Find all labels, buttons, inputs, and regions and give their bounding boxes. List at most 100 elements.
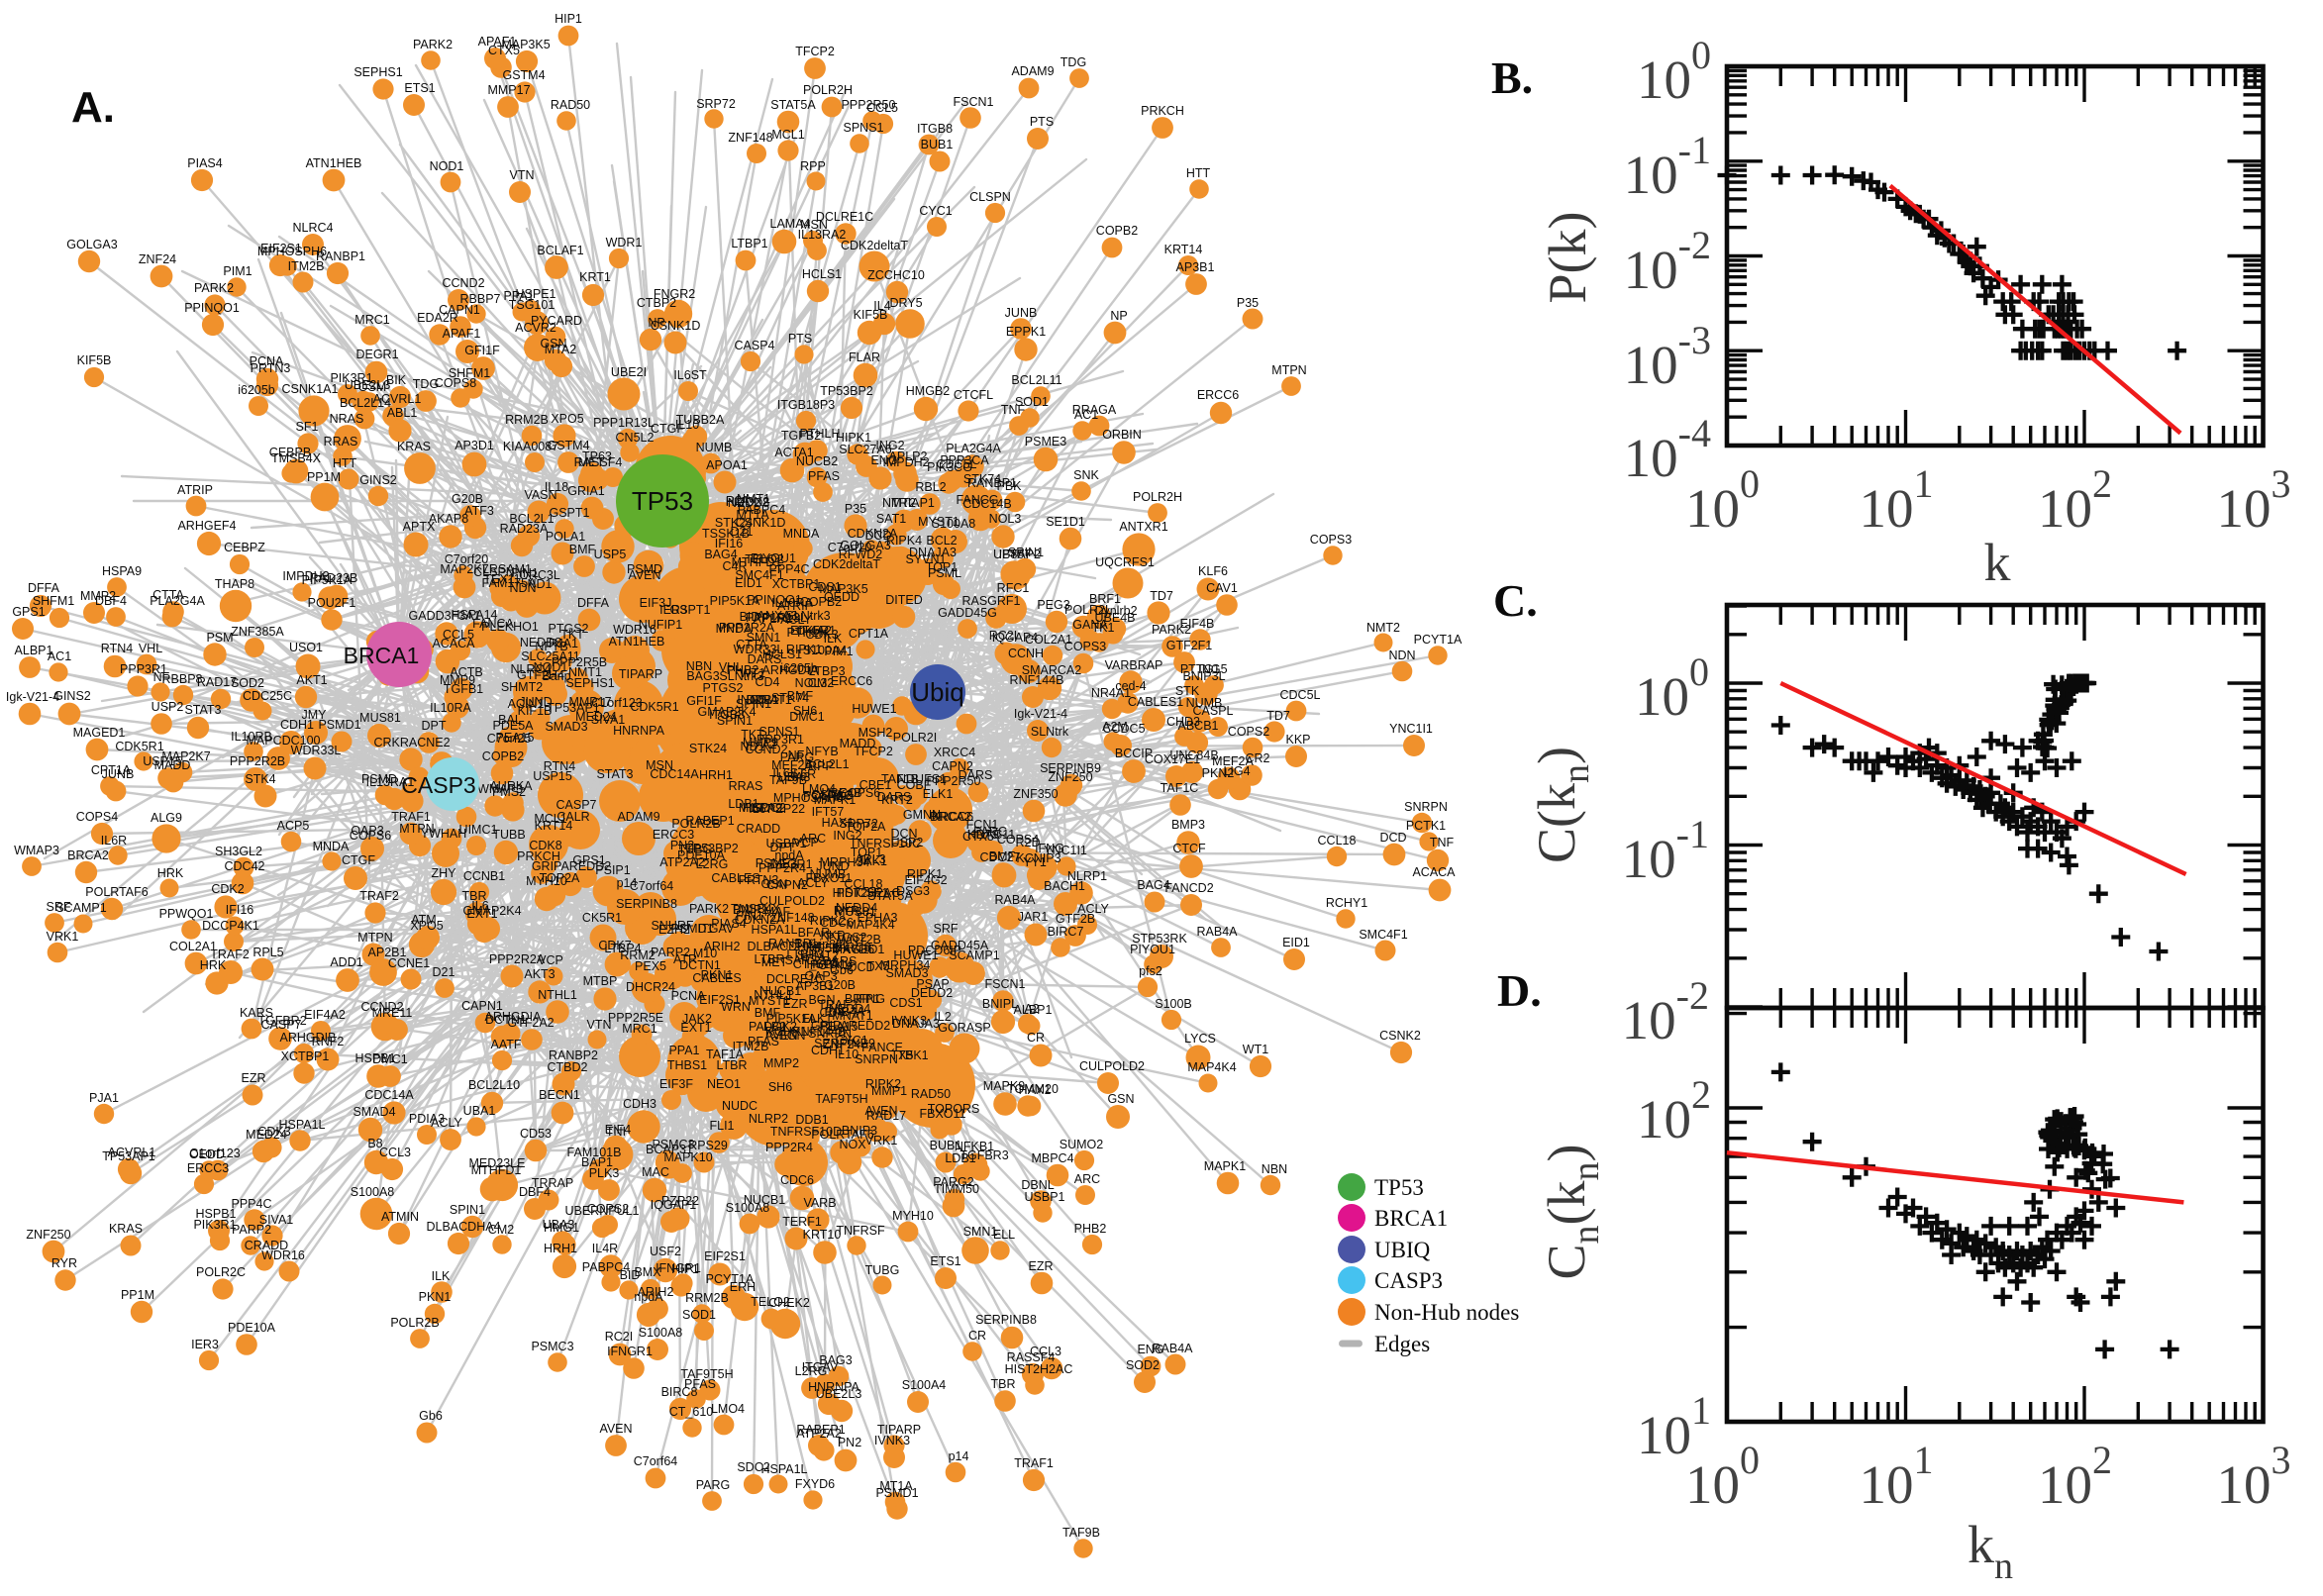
svg-text:PEA15: PEA15 — [496, 731, 535, 745]
svg-text:BUB1: BUB1 — [921, 138, 954, 151]
svg-text:ARIH2: ARIH2 — [638, 1285, 674, 1299]
svg-text:PARK2: PARK2 — [194, 281, 234, 295]
svg-text:USF2: USF2 — [650, 1245, 681, 1258]
svg-text:SOD1: SOD1 — [682, 1308, 716, 1322]
svg-text:PCNA: PCNA — [671, 989, 706, 1003]
svg-text:YNC1I1: YNC1I1 — [1389, 722, 1433, 736]
svg-text:IFI16: IFI16 — [226, 903, 254, 917]
svg-text:PLA2G4A: PLA2G4A — [150, 594, 205, 608]
svg-text:PRTN3: PRTN3 — [739, 873, 779, 887]
svg-text:ZNF148: ZNF148 — [728, 131, 772, 145]
svg-text:NUMB: NUMB — [696, 441, 733, 454]
svg-text:PPP2R2B: PPP2R2B — [230, 754, 285, 768]
svg-text:ARC: ARC — [1074, 1172, 1100, 1186]
svg-text:TELO2: TELO2 — [745, 552, 784, 566]
svg-text:TNF: TNF — [1430, 836, 1455, 849]
svg-text:EID1: EID1 — [735, 576, 762, 590]
svg-text:RAB4A: RAB4A — [995, 893, 1037, 907]
svg-text:CSNK1D: CSNK1D — [651, 319, 701, 333]
svg-text:JUND: JUND — [519, 695, 552, 709]
svg-text:CTCF: CTCF — [1172, 842, 1206, 855]
svg-text:CSNK1A1: CSNK1A1 — [282, 382, 339, 396]
svg-text:NEO1: NEO1 — [707, 1077, 741, 1091]
svg-text:ADAM9: ADAM9 — [617, 810, 659, 824]
svg-text:SAT1: SAT1 — [876, 512, 906, 526]
svg-text:COX17E1: COX17E1 — [1145, 752, 1200, 766]
svg-text:PSM: PSM — [206, 631, 233, 645]
svg-text:PPP2R4: PPP2R4 — [765, 1141, 813, 1154]
svg-text:CASP3: CASP3 — [1374, 1268, 1443, 1293]
svg-text:PZP22: PZP22 — [661, 1194, 699, 1208]
svg-text:C4R: C4R — [722, 559, 747, 573]
svg-text:MMP9: MMP9 — [440, 673, 475, 687]
svg-text:S100A8: S100A8 — [639, 1326, 683, 1340]
svg-text:ZNF24: ZNF24 — [139, 252, 176, 266]
svg-text:HRK: HRK — [157, 866, 184, 880]
svg-text:PARG2: PARG2 — [933, 1175, 973, 1189]
svg-text:CTBD2: CTBD2 — [548, 1060, 588, 1074]
svg-text:S100A4: S100A4 — [902, 1378, 947, 1392]
svg-text:NF: NF — [153, 670, 170, 684]
svg-text:DCTN1: DCTN1 — [679, 958, 721, 972]
svg-text:CR: CR — [1027, 1031, 1045, 1045]
svg-text:ALBP1: ALBP1 — [15, 644, 53, 657]
svg-text:MCL1: MCL1 — [771, 128, 804, 142]
svg-text:MRC1: MRC1 — [354, 313, 389, 327]
svg-text:TKT: TKT — [560, 628, 584, 642]
svg-text:UBE2I: UBE2I — [611, 365, 647, 379]
svg-text:CDK8: CDK8 — [529, 839, 561, 852]
svg-text:CCL3: CCL3 — [379, 1146, 411, 1159]
svg-text:MMP17: MMP17 — [568, 695, 611, 709]
svg-text:BRCA2: BRCA2 — [67, 848, 109, 862]
svg-text:FLI1: FLI1 — [709, 1119, 734, 1133]
svg-text:POLR2C: POLR2C — [196, 1265, 246, 1279]
svg-text:TMSB4X: TMSB4X — [271, 451, 322, 465]
svg-text:ITGB18P3: ITGB18P3 — [777, 398, 835, 412]
svg-text:STK24: STK24 — [689, 742, 727, 755]
svg-text:KRAS: KRAS — [397, 440, 431, 453]
svg-text:RNF2: RNF2 — [312, 1035, 345, 1048]
svg-text:FANCD2: FANCD2 — [1164, 881, 1213, 895]
svg-text:BAL: BAL — [498, 713, 522, 727]
svg-text:CDC25C: CDC25C — [243, 689, 292, 703]
svg-text:ARHGDIA: ARHGDIA — [762, 663, 820, 677]
svg-text:TP53: TP53 — [632, 486, 693, 516]
svg-text:LDB1: LDB1 — [945, 1151, 975, 1165]
svg-text:KRT9: KRT9 — [967, 828, 999, 842]
svg-text:ACLY: ACLY — [1077, 902, 1109, 916]
svg-text:DCN: DCN — [890, 827, 917, 841]
svg-text:BNIP3: BNIP3 — [842, 1124, 877, 1138]
svg-text:DARS: DARS — [877, 790, 912, 804]
svg-text:SH3GL2: SH3GL2 — [215, 845, 262, 858]
svg-text:BRIP1: BRIP1 — [845, 992, 880, 1006]
svg-text:CDH3: CDH3 — [623, 1097, 656, 1111]
svg-text:XRCC4: XRCC4 — [934, 746, 975, 759]
svg-text:DFFA: DFFA — [28, 581, 60, 595]
svg-text:BID: BID — [620, 1268, 641, 1282]
svg-text:AVEN: AVEN — [628, 568, 660, 582]
svg-text:GSPT1: GSPT1 — [550, 506, 590, 520]
svg-text:PARK2: PARK2 — [689, 902, 729, 916]
svg-text:CDC14B: CDC14B — [962, 497, 1011, 511]
svg-text:SHFM1: SHFM1 — [33, 594, 74, 608]
svg-text:PIM1: PIM1 — [824, 645, 853, 658]
svg-text:RAB4A: RAB4A — [1153, 1342, 1194, 1355]
svg-text:FSCN1: FSCN1 — [954, 95, 994, 109]
svg-text:RABEP1: RABEP1 — [685, 814, 734, 828]
svg-text:MAF: MAF — [764, 905, 791, 919]
svg-text:ETS1: ETS1 — [404, 81, 435, 95]
svg-text:RPP: RPP — [800, 159, 826, 173]
svg-text:JAK2: JAK2 — [682, 1012, 712, 1026]
svg-text:USBP1: USBP1 — [1025, 1190, 1065, 1204]
svg-text:SIVA1: SIVA1 — [591, 713, 626, 727]
svg-text:POLRTAF6: POLRTAF6 — [85, 885, 148, 899]
svg-text:SNK: SNK — [1073, 468, 1099, 482]
svg-text:XPO5: XPO5 — [551, 412, 583, 426]
svg-text:BIK: BIK — [386, 373, 407, 387]
svg-text:CDK2: CDK2 — [211, 882, 244, 896]
svg-text:HTT: HTT — [1186, 166, 1211, 180]
svg-text:LTBP1: LTBP1 — [731, 237, 767, 250]
svg-text:CEBPZ: CEBPZ — [224, 541, 265, 554]
svg-text:CDS1: CDS1 — [889, 996, 922, 1010]
svg-text:GSTM4: GSTM4 — [502, 68, 545, 82]
